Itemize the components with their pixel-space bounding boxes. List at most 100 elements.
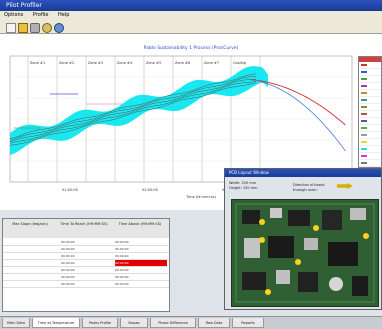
legend-entry[interactable] (359, 125, 381, 132)
legend-swatch (361, 141, 367, 143)
tab-time-at-temperature[interactable]: Time at Temperature (32, 318, 80, 328)
new-file-icon[interactable] (6, 23, 16, 33)
legend-entry[interactable] (359, 146, 381, 153)
table-cell: 00:00:00 (61, 261, 75, 265)
table-row[interactable]: 00:00:00 00:00:00 (3, 281, 169, 288)
results-table: Max Slope (deg/sec) Time To Reach (HH:MM… (2, 218, 170, 312)
x-axis-label: Time (hh:mm:ss) (185, 195, 216, 199)
table-row[interactable]: 00:00:00 00:00:00 (3, 246, 169, 253)
legend-swatch (361, 71, 367, 73)
table-cell: 00:00:00 (115, 254, 129, 258)
legend-swatch (361, 113, 367, 115)
legend-entry[interactable] (359, 97, 381, 104)
tab-slopes[interactable]: Slopes (120, 318, 148, 328)
tab-phase-difference[interactable]: Phase Difference (150, 318, 196, 328)
zone-label: Cooling (233, 61, 246, 65)
table-row[interactable]: 00:00:00 00:00:00 (3, 267, 169, 274)
legend-swatch (361, 92, 367, 94)
direction-text: Direction of board through oven: (293, 183, 325, 192)
cooling-line-blue (249, 79, 346, 152)
legend-entry[interactable] (359, 104, 381, 111)
legend-entry[interactable] (359, 83, 381, 90)
table-cell: 00:00:00 (115, 260, 167, 266)
table-cell: 00:00:00 (61, 275, 75, 279)
zone-label: Zone #2 (59, 61, 74, 65)
menu-help[interactable]: Help (58, 12, 70, 18)
tab-main-data[interactable]: Main Data (2, 318, 30, 328)
x-tick-label: 02:00:00 (142, 188, 158, 192)
zone-label: Zone #3 (88, 61, 103, 65)
tools-icon[interactable] (30, 23, 40, 33)
legend-entry[interactable] (359, 139, 381, 146)
header-time-above: Time Above (HH:MM:SS) (118, 222, 162, 226)
board-dimensions: Width: 250 mm Height: 150 mm (229, 181, 258, 191)
legend-entry[interactable] (359, 69, 381, 76)
legend-swatch (361, 127, 367, 129)
legend-entry[interactable] (359, 90, 381, 97)
legend-swatch (361, 162, 367, 164)
table-row[interactable]: 00:00:00 00:00:00 (3, 253, 169, 260)
legend-swatch (361, 85, 367, 87)
legend-swatch (361, 64, 367, 66)
settings-icon[interactable] (42, 23, 52, 33)
info-icon[interactable] (54, 23, 64, 33)
chart-svg: Zone #1 Zone #2 Zone #3 Zone #4 Zone #5 Zone … (9, 55, 353, 199)
legend-entry[interactable] (359, 153, 381, 160)
tab-raw-data[interactable]: Raw Data (198, 318, 230, 328)
legend-swatch (361, 134, 367, 136)
table-row[interactable]: 00:00:00 00:00:00 (3, 260, 169, 267)
x-tick-label: 01:00:00 (62, 188, 78, 192)
profile-line (9, 82, 257, 146)
window-title: Pilot Profiler (6, 2, 42, 9)
profile-chart: Zone #1 Zone #2 Zone #3 Zone #4 Zone #5 Zone … (0, 34, 382, 210)
zone-label: Zone #1 (30, 61, 45, 65)
table-cell: 00:00:00 (115, 247, 129, 251)
table-cell: 00:00:00 (115, 282, 129, 286)
legend-entry[interactable] (359, 118, 381, 125)
toolbar (0, 20, 382, 34)
zone-label: Zone #5 (146, 61, 161, 65)
table-header: Max Slope (deg/sec) Time To Reach (HH:MM… (3, 219, 169, 238)
profile-line (9, 80, 257, 144)
legend-swatch (361, 120, 367, 122)
pcb-components-svg (232, 200, 378, 306)
table-cell: 00:00:00 (115, 240, 129, 244)
menu-options[interactable]: Options (4, 12, 24, 18)
chart-title: Pablo Sustainability 1 Process (ProcCurv… (143, 46, 239, 51)
header-time-to-reach: Time To Reach (HH:MM:SS) (60, 222, 108, 226)
pcb-layout-window[interactable]: PCB Layout Window Width: 250 mm Height: … (224, 168, 382, 310)
legend-entry[interactable] (359, 132, 381, 139)
profile-line (9, 76, 257, 141)
open-folder-icon[interactable] (18, 23, 28, 33)
title-bar: Pilot Profiler (0, 0, 382, 11)
zone-label: Zone #4 (117, 61, 133, 65)
tab-reports[interactable]: Reports (232, 318, 264, 328)
table-cell: 00:00:00 (61, 268, 75, 272)
legend-entry[interactable] (359, 111, 381, 118)
legend-entry[interactable] (359, 160, 381, 167)
width-label: Width: (229, 181, 241, 185)
table-cell: 00:00:00 (61, 240, 75, 244)
table-cell: 00:00:00 (61, 254, 75, 258)
zone-label: Zone #6 (175, 61, 190, 65)
table-cell: 00:00:00 (61, 282, 75, 286)
table-row[interactable]: 00:00:00 00:00:00 (3, 239, 169, 246)
table-cell: 00:00:00 (115, 275, 129, 279)
legend-entry[interactable] (359, 62, 381, 69)
legend-swatch (361, 155, 367, 157)
width-value: 250 mm (241, 181, 257, 185)
tab-peaks-profile[interactable]: Peaks Profile (82, 318, 118, 328)
tab-bar: Main Data Time at Temperature Peaks Prof… (0, 316, 382, 329)
zone-label: Zone #7 (204, 61, 219, 65)
legend-swatch (361, 78, 367, 80)
menu-profile[interactable]: Profile (32, 12, 49, 18)
profile-line (9, 78, 257, 143)
legend-entry[interactable] (359, 76, 381, 83)
table-row[interactable]: 00:00:00 00:00:00 (3, 274, 169, 281)
pcb-window-title: PCB Layout Window (225, 169, 381, 177)
height-value: 150 mm (242, 186, 258, 190)
legend-swatch (361, 99, 367, 101)
cooling-line-red (249, 79, 346, 126)
series-legend (358, 56, 382, 174)
